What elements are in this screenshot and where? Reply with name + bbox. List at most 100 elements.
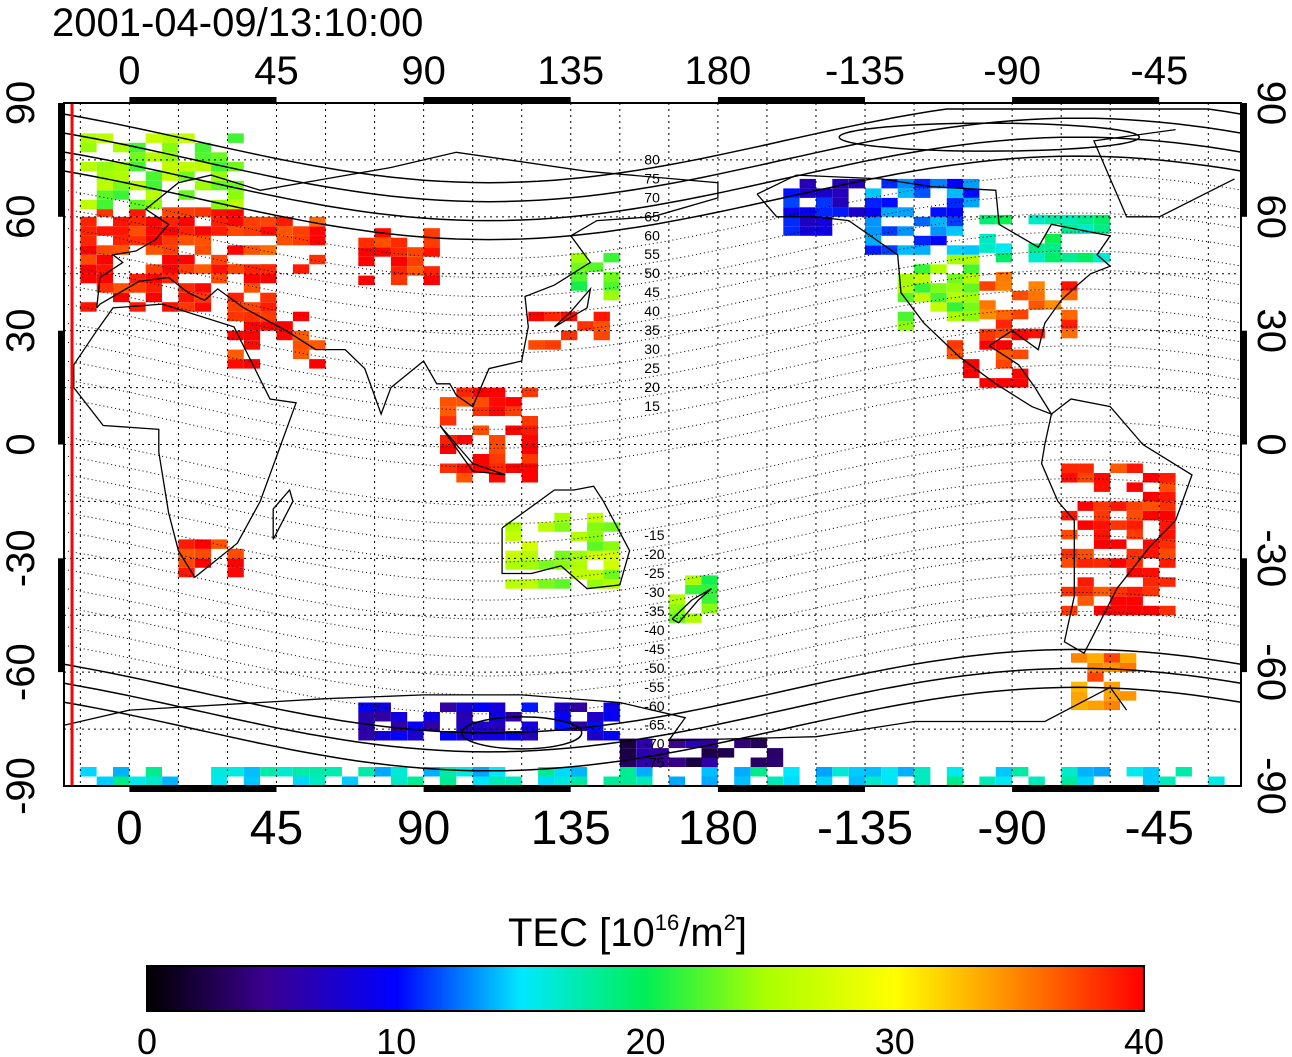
tec-cell-australia (521, 541, 538, 551)
tec-cell-south-america (1077, 473, 1094, 483)
tec-cell-canada-east (1044, 214, 1062, 225)
tec-cell-alaska (799, 178, 816, 189)
tec-cell-south-pole-band (390, 776, 408, 786)
tec-cell-new-zealand (668, 594, 686, 604)
left-tick-bar (58, 103, 64, 217)
tec-cell-new-zealand (701, 603, 718, 614)
tec-cell-us-west (946, 283, 964, 293)
bottom-tick-bar (423, 786, 571, 792)
tec-cell-europe (162, 207, 179, 217)
tec-cell-australia (554, 522, 571, 532)
tec-cell-us-west (897, 292, 914, 303)
top-longitude-labels: 0 45 90 135 180 -135 -90 -45 (118, 49, 1188, 93)
map-area (58, 97, 1247, 792)
tec-cell-middle-east (276, 330, 293, 341)
coastline (501, 485, 631, 590)
tec-cell-middle-east (227, 349, 244, 360)
tec-cell-alaska (799, 216, 816, 227)
tec-cell-scandinavia (145, 133, 162, 143)
tec-cell-us-west (914, 264, 931, 274)
geomag-contour (63, 108, 1242, 184)
geomag-contour (63, 383, 1242, 468)
left-lat-label: -30 (0, 529, 43, 587)
tec-cell-south-america (1077, 577, 1094, 587)
tec-cell-south-america (1126, 510, 1143, 521)
bottom-lon-label: 90 (397, 802, 450, 855)
tec-cell-south-america (1077, 558, 1094, 568)
tec-cell-us-east (1061, 309, 1078, 320)
tec-cell-us-east (1061, 281, 1078, 291)
geomag-contour (63, 648, 1242, 734)
tec-cell-antarctica-pacific (456, 721, 473, 731)
geomag-contour (63, 326, 1242, 411)
colorbar-title-exp2: 2 (724, 910, 736, 935)
tec-cell-europe (162, 235, 179, 246)
tec-cell-scandinavia (162, 142, 179, 153)
geomag-contour (63, 250, 1242, 336)
tec-cell-mexico (995, 340, 1013, 350)
tec-cell-south-pole-band (358, 767, 375, 777)
tec-cell-south-pole-band (1077, 776, 1094, 786)
tec-cell-antarctica-ross (717, 748, 735, 758)
tec-cell-south-pole-band (162, 776, 179, 786)
tec-cell-middle-east (292, 340, 310, 350)
tec-cell-canada-east (979, 214, 996, 225)
tec-cell-south-america (1126, 501, 1143, 511)
tec-cell-south-pole-band (227, 767, 244, 777)
tec-cell-europe (113, 283, 130, 293)
tec-cell-south-america (1159, 577, 1176, 587)
tec-cell-europe (211, 207, 228, 217)
tec-cell-south-america (1159, 529, 1176, 540)
tec-cell-south-pole-band (554, 776, 571, 786)
tec-cell-europe (211, 264, 228, 274)
tec-cell-south-america (1159, 491, 1176, 502)
tec-cell-patagonia (1071, 691, 1088, 701)
coastline (756, 174, 1112, 416)
tec-cell-south-pole-band (1093, 767, 1111, 777)
tec-cell-australia (603, 550, 620, 561)
tec-cell-south-america (1126, 482, 1143, 492)
bottom-tick-bar (129, 786, 277, 792)
geomag-contour (63, 174, 1242, 260)
top-tick-bar (717, 97, 865, 103)
tec-cell-south-america (1110, 558, 1127, 568)
tec-cell-us-west (930, 264, 947, 274)
tec-cell-europe (80, 254, 97, 265)
contour-label: 65 (644, 208, 660, 224)
tec-cell-europe (194, 207, 212, 217)
tec-cell-south-pole-band (309, 767, 326, 777)
left-lat-label: -60 (0, 643, 43, 701)
tec-cell-southeast-asia (489, 397, 506, 407)
tec-cell-alaska (783, 188, 800, 198)
tec-cell-europe (145, 273, 162, 284)
bottom-tick-bar (717, 786, 865, 792)
tec-cell-europe (178, 216, 195, 227)
top-lon-label: 135 (537, 49, 604, 93)
tec-cell-canada-west (930, 235, 947, 246)
tec-cell-southeast-asia (521, 416, 538, 426)
tec-cell-europe (145, 216, 162, 227)
geomag-contour (63, 610, 1242, 696)
tec-cell-south-america (1142, 586, 1160, 597)
tec-cell-japan-south (593, 321, 610, 331)
tec-cell-mexico (979, 340, 996, 350)
tec-cell-south-pole-band (129, 776, 146, 786)
top-tick-bar (423, 97, 571, 103)
tec-cell-europe (145, 226, 162, 236)
tec-cell-australia (587, 541, 604, 551)
tec-cell-japan-south (528, 311, 545, 322)
tec-cell-scandinavia (113, 180, 130, 191)
geomag-contour (63, 553, 1242, 639)
geomag-contour (63, 136, 1242, 222)
geomag-contour (63, 155, 1242, 241)
tec-cell-japan-south (561, 330, 578, 341)
tec-cell-europe (96, 264, 113, 274)
tec-cell-japan-south (544, 340, 561, 350)
tec-cell-southern-africa (211, 539, 228, 549)
tec-cell-europe (96, 245, 113, 255)
tec-cell-south-pole-band (505, 776, 522, 786)
tec-cell-new-zealand (685, 613, 702, 623)
tec-cell-south-america (1061, 529, 1078, 540)
tec-cell-canada-west (897, 226, 914, 236)
tec-cell-south-america (1142, 605, 1160, 616)
